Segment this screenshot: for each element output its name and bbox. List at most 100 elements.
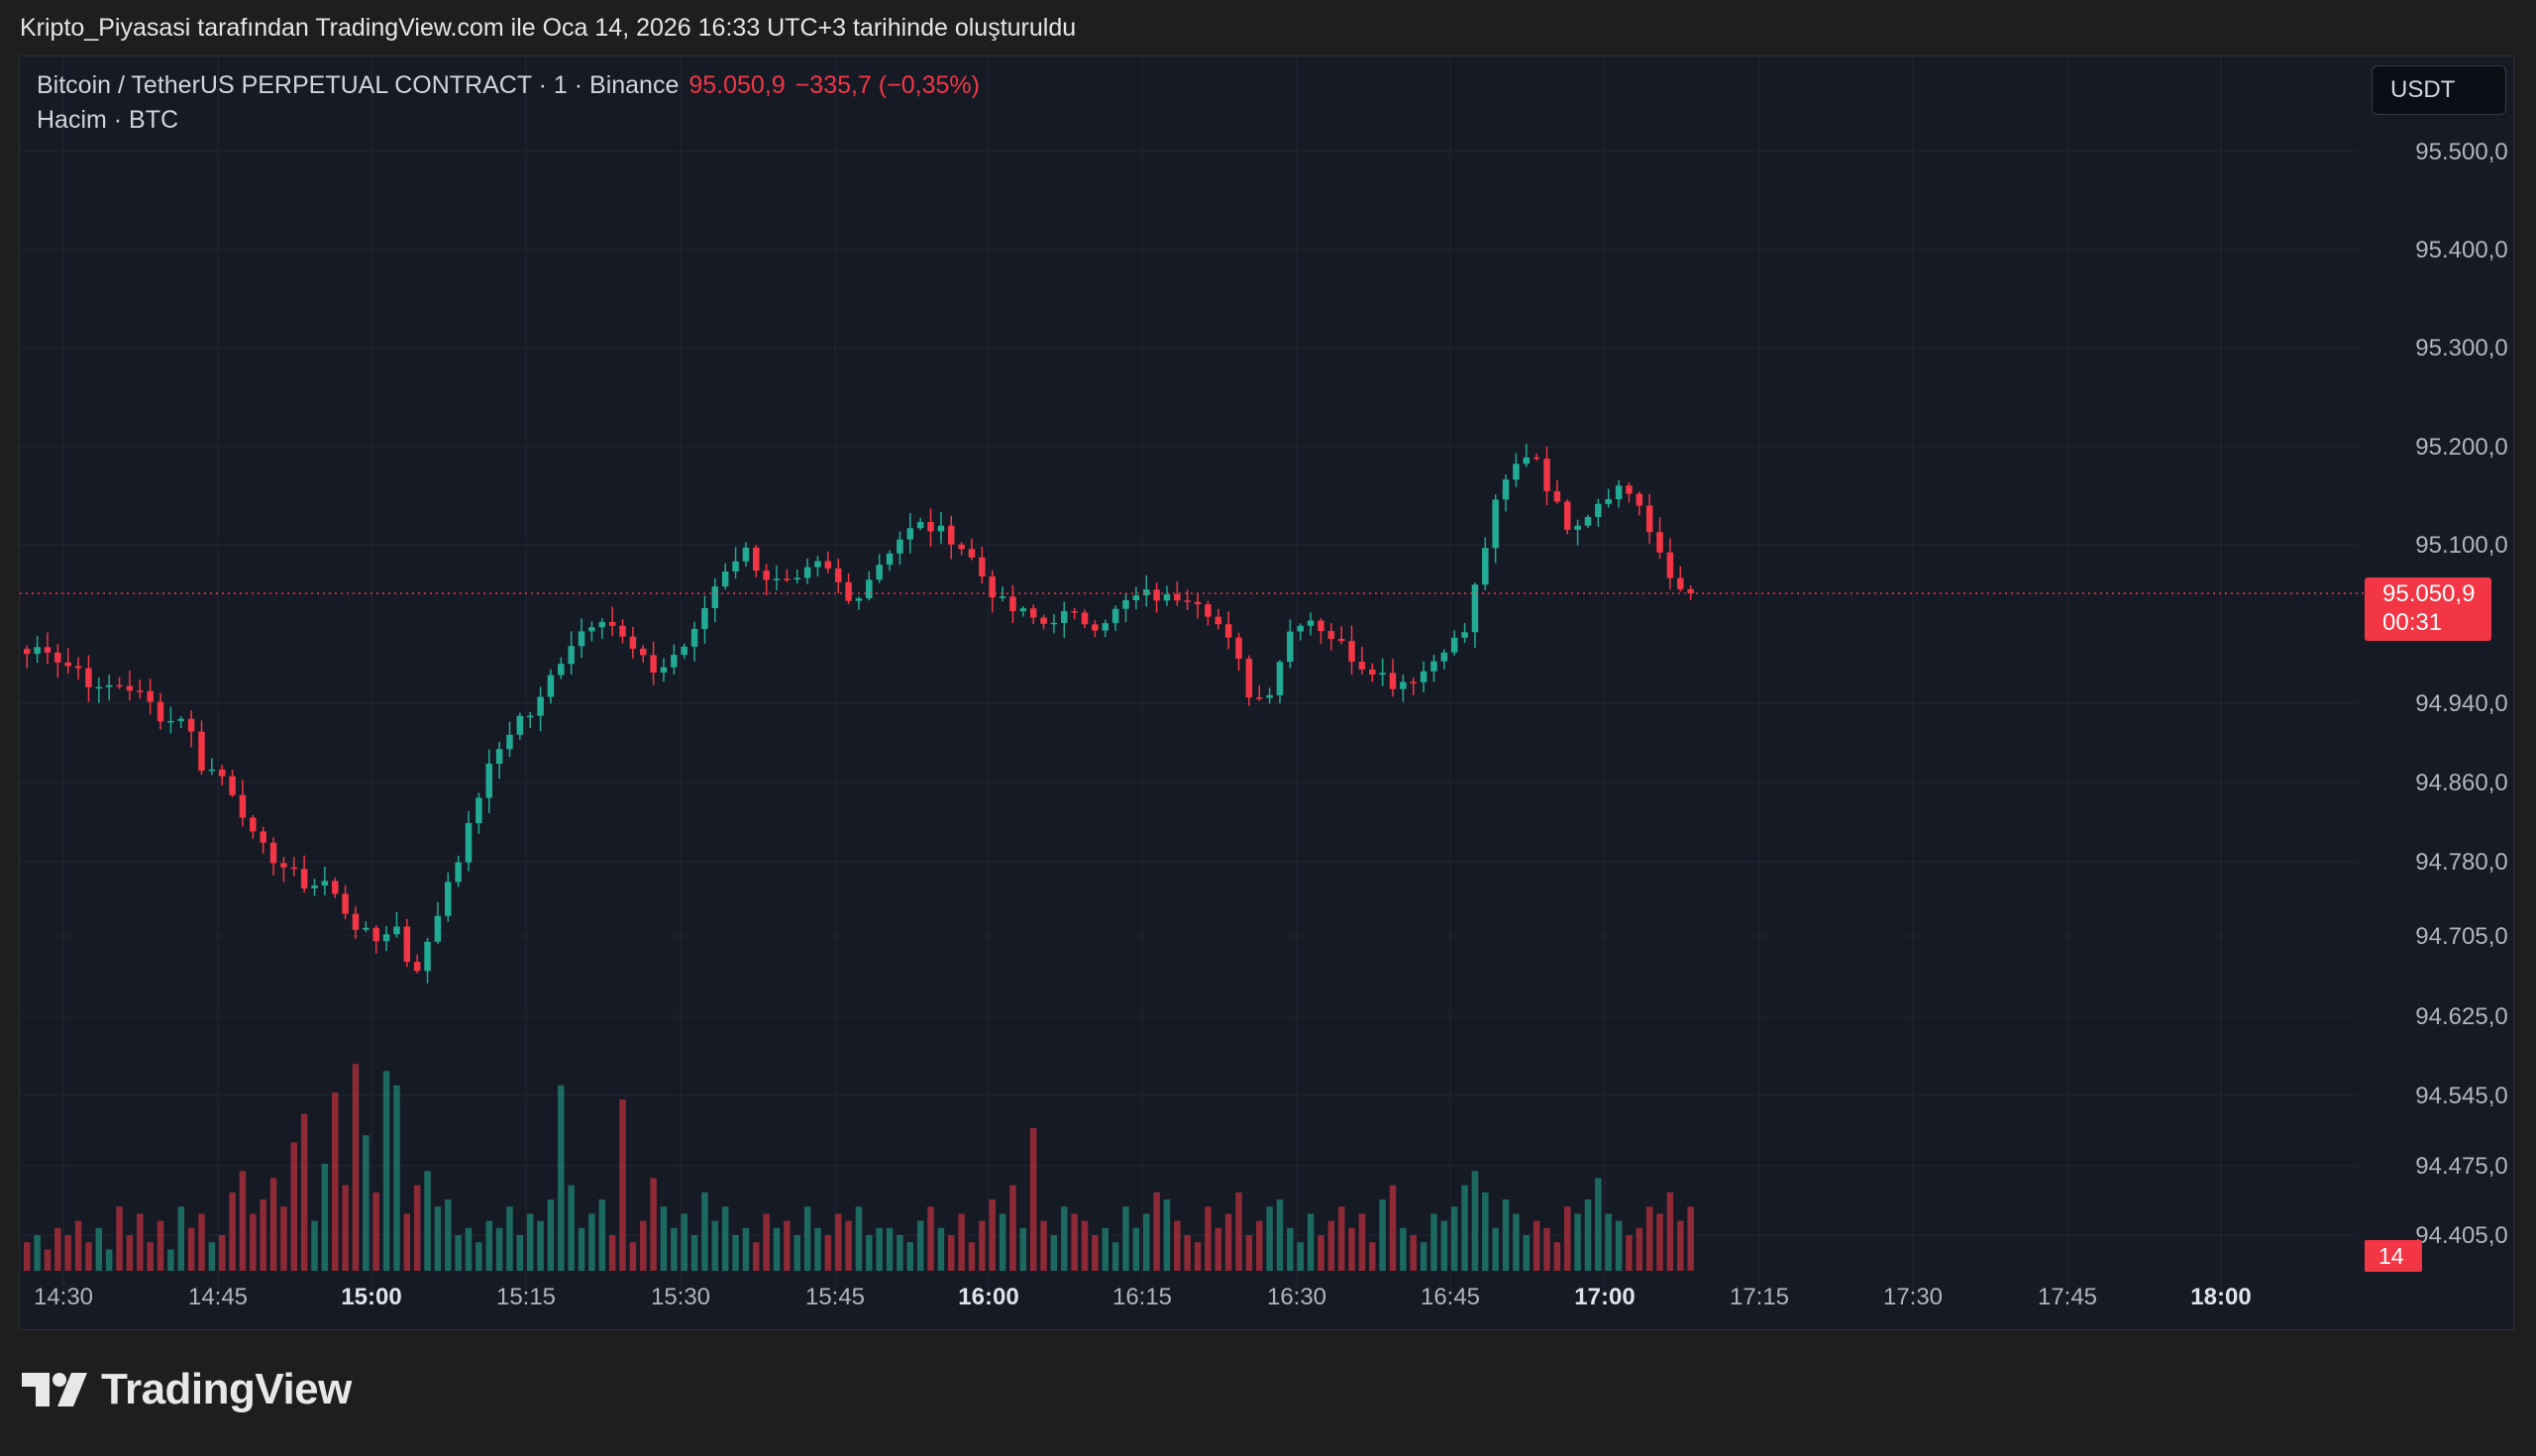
candle-body [269,842,277,864]
candle-body [773,578,781,580]
volume-bar [979,1220,986,1271]
time-axis-label: 15:15 [496,1284,556,1310]
candle-body [116,684,123,687]
volume-bar [1184,1235,1191,1271]
candle-body [784,578,791,580]
volume-bar [660,1206,668,1271]
candle-body [147,690,154,702]
candle-body [434,915,442,942]
candle-body [465,823,473,863]
volume-bar [1645,1206,1653,1271]
volume-bar [1287,1227,1294,1271]
tradingview-logo-icon [22,1373,87,1406]
volume-bar [937,1227,945,1271]
candle-body [218,769,226,777]
volume-bar [773,1227,781,1271]
candle-body [968,549,976,558]
candle-body [989,575,996,598]
volume-bar [332,1092,339,1271]
volume-bar [681,1213,687,1271]
candle-body [916,522,924,529]
volume-bar [260,1199,266,1271]
volume-bar [598,1199,606,1271]
candle-body [413,962,421,972]
candle-body [824,561,832,569]
candle-body [1009,596,1016,612]
volume-bar [445,1199,452,1271]
candlestick-chart[interactable]: 95.500,0 95.400,0 95.300,0 95.200,0 95.100,0… [20,56,2515,1331]
volume-bar [537,1220,544,1271]
volume-bar [619,1099,626,1271]
volume-bar [558,1085,565,1271]
volume-bar [1440,1220,1448,1271]
candle-body [1687,588,1694,594]
time-axis-label: 16:00 [958,1284,1018,1310]
volume-bar [1061,1206,1068,1271]
volume-bar [1307,1213,1315,1271]
tradingview-logo[interactable]: TradingView [22,1365,352,1414]
candle-body [855,598,863,601]
volume-bar [208,1242,216,1271]
volume-bar [711,1220,719,1271]
volume-bar [1215,1227,1222,1271]
candle-body [1645,505,1653,533]
candle-body [95,686,103,689]
volume-bar [1358,1213,1366,1271]
candle-body [372,927,379,942]
volume-bar [1327,1220,1335,1271]
candle-body [516,715,524,735]
volume-bar [897,1235,903,1271]
candle-body [1337,638,1345,642]
candle-body [280,863,287,868]
candle-body [1553,490,1561,502]
volume-bar [1605,1213,1612,1271]
volume-bar [1369,1242,1376,1271]
price-axis-label: 94.780,0 [2415,849,2507,876]
volume-bar [1194,1242,1202,1271]
time-axis-label: 17:45 [2038,1284,2097,1310]
volume-bar [342,1185,349,1271]
volume-bar [280,1206,287,1271]
symbol-title[interactable]: Bitcoin / TetherUS PERPETUAL CONTRACT · … [37,71,680,99]
candle-body [64,662,71,667]
candle-body [937,525,945,532]
volume-bar [229,1192,236,1271]
volume-bar [95,1227,103,1271]
price-axis-label: 94.705,0 [2415,923,2507,950]
candle-body [445,882,452,916]
candle-body [1266,694,1273,698]
candle-body [1174,593,1181,601]
volume-bar [352,1064,360,1271]
candle-body [1092,624,1099,631]
candle-body [476,797,482,824]
candle-body [311,885,318,888]
volume-bar [1492,1227,1499,1271]
volume-bar [24,1242,31,1271]
volume-bar [1595,1178,1602,1271]
candle-body [1584,516,1592,526]
volume-bar [1666,1192,1674,1271]
volume-bar [1256,1220,1263,1271]
currency-button[interactable]: USDT [2372,65,2506,115]
volume-bar [1687,1206,1694,1271]
volume-bar [578,1227,585,1271]
volume-bar [1523,1235,1531,1271]
candle-body [424,941,431,972]
candle-body [742,547,750,562]
volume-bar [1276,1199,1284,1271]
candle-body [1595,503,1602,517]
volume-bar [250,1213,257,1271]
volume-bar [116,1206,123,1271]
candle-body [352,913,360,930]
chart-area[interactable]: 95.500,0 95.400,0 95.300,0 95.200,0 95.100,0… [19,55,2514,1330]
volume-bar [1029,1128,1037,1271]
volume-bar [516,1235,524,1271]
candle-body [732,561,739,572]
candle-body [24,649,31,655]
volume-bar [814,1227,821,1271]
volume-legend[interactable]: Hacim · BTC [37,106,179,134]
candle-body [1492,499,1499,549]
candle-body [753,547,760,572]
volume-bar [640,1220,647,1271]
volume-bar [137,1213,144,1271]
